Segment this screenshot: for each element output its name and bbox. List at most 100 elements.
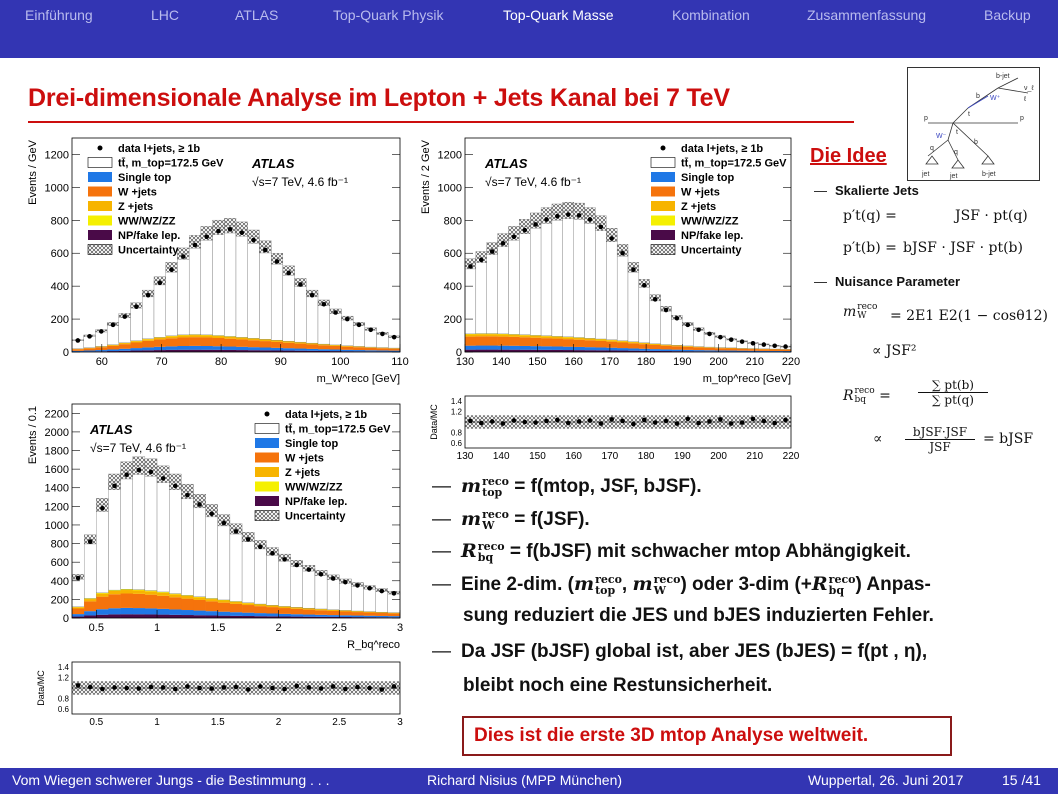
bkg-bar <box>242 616 255 618</box>
data-point <box>718 334 723 340</box>
ttbar-bar <box>486 248 498 334</box>
idee-eq3-lhs: mreco W <box>843 302 878 321</box>
y-tick-label: 1600 <box>45 464 69 476</box>
data-point <box>468 264 473 269</box>
bkg-bar <box>282 342 295 349</box>
ratio-point <box>511 418 517 423</box>
bkg-bar <box>486 334 498 337</box>
bkg-bar <box>205 611 219 616</box>
x-tick-label: 190 <box>673 356 691 368</box>
bkg-bar <box>181 595 194 599</box>
feyn-label-jet1: jet <box>921 171 929 178</box>
bkg-bar <box>339 610 352 612</box>
bkg-bar <box>212 338 225 347</box>
ratio-point <box>468 418 473 424</box>
bkg-bar <box>254 606 267 614</box>
nav-tab-top-quark-physik[interactable]: Top-Quark Physik <box>333 7 444 23</box>
nav-tab-kombination[interactable]: Kombination <box>672 7 750 23</box>
data-point <box>87 539 93 545</box>
bkg-bar <box>95 346 108 348</box>
bkg-bar <box>475 333 488 335</box>
idee-eq5-num: ∑ pt(b) <box>932 378 974 392</box>
ratio-y-tick-label: 1.4 <box>58 663 70 672</box>
x-tick-label: 1.5 <box>210 622 225 634</box>
bkg-bar <box>638 343 651 345</box>
bkg-bar <box>242 612 255 617</box>
uncertainty-band <box>270 253 284 265</box>
idee-eq4: ∝ JSF² <box>872 343 917 359</box>
ttbar-bar <box>177 253 190 336</box>
ratio-point <box>136 686 142 691</box>
bkg-bar <box>83 350 96 352</box>
x-tick-label: 2.5 <box>332 622 347 634</box>
ratio-point <box>598 421 604 426</box>
bkg-bar <box>682 346 694 350</box>
x-tick-label: 150 <box>528 356 546 368</box>
legend-single-top: Single top <box>285 438 338 450</box>
bkg-bar <box>254 613 267 617</box>
bkg-bar <box>236 337 249 340</box>
x-tick-label: 100 <box>331 356 349 368</box>
uncertainty-band <box>229 523 243 535</box>
bkg-bar <box>130 348 143 351</box>
legend-z-jets: Z +jets <box>681 201 716 213</box>
bkg-bar <box>530 337 542 347</box>
ttbar-bar <box>224 225 237 337</box>
plot-frame <box>71 403 401 619</box>
bkg-bar <box>247 340 260 348</box>
ratio-point <box>544 418 549 424</box>
bkg-bar <box>341 349 354 352</box>
nav-tab-top-quark-masse[interactable]: Top-Quark Masse <box>503 7 614 23</box>
ratio-panel <box>465 415 791 429</box>
bkg-bar <box>530 346 542 350</box>
ratio-x-tick-label: 170 <box>602 451 619 462</box>
nav-tab-atlas[interactable]: ATLAS <box>235 7 279 23</box>
ttbar-bar <box>169 481 182 594</box>
plot-mw-reco: 0 200 400 600 800 1000 1200 60 70 80 90 100 110 m_W^r… <box>27 137 409 385</box>
ttbar-bar <box>616 250 629 341</box>
ttbar-bar <box>375 590 389 613</box>
bkg-bar <box>302 609 316 615</box>
bkg-bar <box>475 334 488 337</box>
ratio-point <box>112 685 117 690</box>
bkg-bar <box>508 334 520 337</box>
bkg-bar <box>142 340 155 348</box>
data-point <box>356 322 362 328</box>
data-point <box>620 250 625 256</box>
nav-tab-lhc[interactable]: LHC <box>151 7 180 23</box>
ttbar-bar <box>142 293 155 339</box>
bkg-bar <box>271 350 284 352</box>
bkg-bar <box>595 347 607 351</box>
ttbar-bar <box>108 481 121 591</box>
data-point <box>707 331 712 337</box>
bkg-bar <box>649 344 661 346</box>
bkg-bar <box>364 347 377 348</box>
legend-z-jets-swatch <box>88 201 112 211</box>
nav-tab-backup[interactable]: Backup <box>984 7 1031 23</box>
bkg-bar <box>132 608 146 615</box>
data-point <box>306 567 312 572</box>
data-point <box>522 227 528 233</box>
bkg-bar <box>530 335 542 336</box>
feyn-label-wminus: W⁻ <box>936 133 947 140</box>
ratio-x-tick-label: 1.5 <box>211 717 225 728</box>
bkg-bar <box>530 349 542 352</box>
bkg-bar <box>353 350 366 352</box>
footer-page-number[interactable]: 15 /41 <box>1002 772 1041 788</box>
legend-dibosons-swatch <box>88 215 112 226</box>
ratio-point <box>489 419 495 424</box>
nav-tab-zusammenfassung[interactable]: Zusammenfassung <box>807 7 927 23</box>
main-panel <box>71 456 401 618</box>
bkg-bar <box>108 590 121 595</box>
bkg-bar <box>157 591 170 593</box>
nav-tab-einfuehrung[interactable]: Einführung <box>25 7 93 23</box>
bkg-bar <box>364 350 377 352</box>
bkg-bar <box>224 349 237 352</box>
data-point <box>245 537 251 542</box>
bkg-bar <box>519 335 531 338</box>
ttbar-bar <box>363 587 376 612</box>
bkg-bar <box>72 350 85 352</box>
bkg-bar <box>327 616 340 618</box>
bkg-bar <box>84 601 97 612</box>
bkg-bar <box>725 348 737 351</box>
